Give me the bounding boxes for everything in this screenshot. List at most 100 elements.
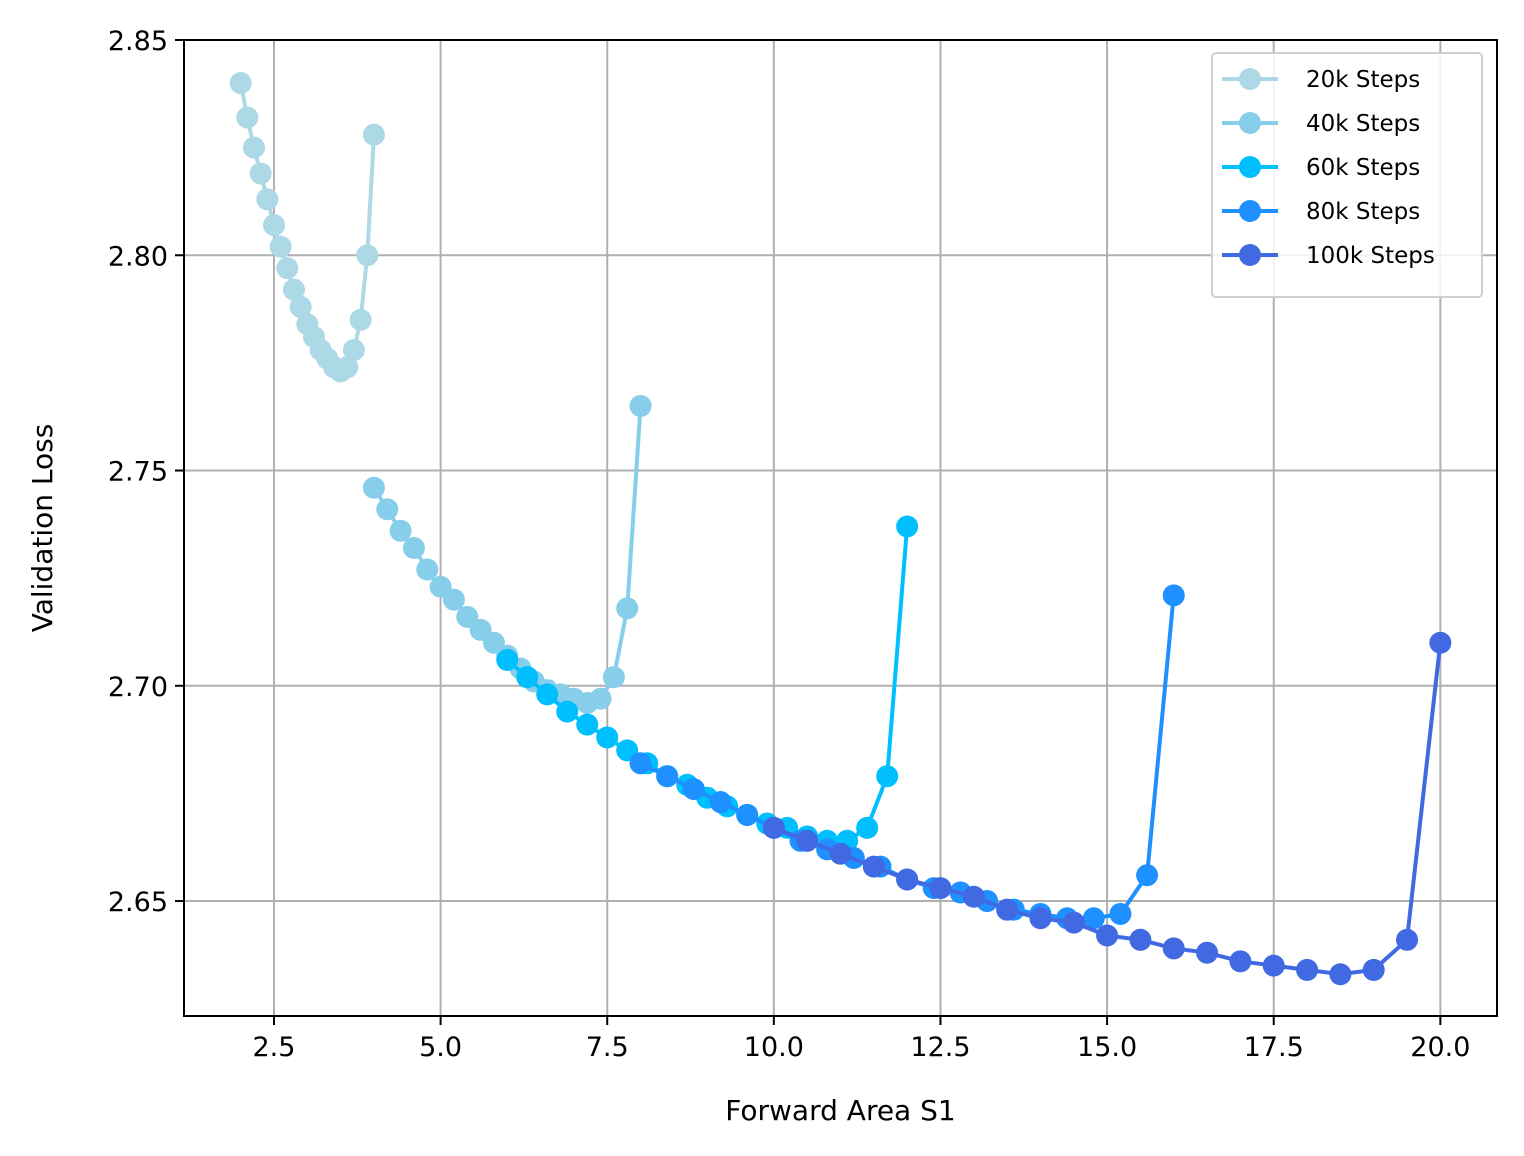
data-point: [1029, 907, 1052, 930]
legend-marker: [1239, 200, 1261, 222]
data-point: [656, 765, 679, 788]
data-point: [629, 752, 652, 775]
legend-marker: [1239, 68, 1261, 90]
data-point: [356, 244, 379, 267]
data-point: [1329, 963, 1352, 986]
data-point: [1296, 958, 1319, 981]
data-point: [856, 816, 879, 839]
data-point: [242, 136, 265, 159]
y-tick-label: 2.70: [108, 672, 168, 703]
data-point: [1162, 937, 1185, 960]
legend-item: 80k Steps: [1222, 199, 1420, 225]
legend-box: [1211, 52, 1483, 298]
legend-label: 40k Steps: [1306, 111, 1420, 137]
data-point: [262, 214, 285, 237]
data-point: [362, 123, 385, 146]
data-point: [389, 519, 412, 542]
data-point: [416, 558, 439, 581]
data-point: [1262, 954, 1285, 977]
x-tick-label: 7.5: [586, 1032, 629, 1063]
legend-item: 100k Steps: [1222, 243, 1435, 269]
data-point: [896, 868, 919, 891]
x-tick-label: 12.5: [910, 1032, 970, 1063]
x-tick-label: 5.0: [419, 1032, 462, 1063]
legend-item: 20k Steps: [1222, 67, 1420, 93]
data-point: [402, 537, 425, 560]
data-point: [229, 72, 252, 95]
data-point: [556, 700, 579, 723]
data-point: [1429, 631, 1452, 654]
legend-item: 60k Steps: [1222, 155, 1420, 181]
x-tick-label: 17.5: [1244, 1032, 1304, 1063]
data-point: [336, 356, 359, 379]
y-tick-label: 2.65: [108, 887, 168, 918]
data-point: [876, 765, 899, 788]
legend-label: 60k Steps: [1306, 155, 1420, 181]
data-point: [589, 687, 612, 710]
data-point: [1062, 911, 1085, 934]
data-point: [736, 803, 759, 826]
data-point: [442, 588, 465, 611]
data-point: [709, 791, 732, 814]
data-point: [616, 597, 639, 620]
y-axis-title: Validation Loss: [26, 424, 59, 633]
y-tick-label: 2.85: [108, 26, 168, 57]
data-point: [629, 394, 652, 417]
data-point: [796, 829, 819, 852]
data-point: [1196, 941, 1219, 964]
data-point: [269, 235, 292, 258]
plot-frame: [183, 39, 1498, 1017]
legend-label: 20k Steps: [1306, 67, 1420, 93]
data-point: [1136, 864, 1159, 887]
series-layer: [229, 72, 1452, 986]
data-point: [362, 476, 385, 499]
data-point: [1362, 958, 1385, 981]
x-tick-label: 10.0: [744, 1032, 804, 1063]
data-point: [682, 778, 705, 801]
data-point: [1162, 584, 1185, 607]
data-point: [1096, 924, 1119, 947]
data-point: [289, 295, 312, 318]
legend: 20k Steps 40k Steps 60k Steps 80k Steps 100k…: [1211, 52, 1483, 298]
data-point: [1229, 950, 1252, 973]
legend-marker: [1239, 112, 1261, 134]
legend-label: 80k Steps: [1306, 199, 1420, 225]
data-point: [1109, 902, 1132, 925]
data-point: [256, 188, 279, 211]
legend-item: 40k Steps: [1222, 111, 1420, 137]
data-point: [236, 106, 259, 129]
x-axis-title: Forward Area S1: [725, 1094, 955, 1127]
data-point: [896, 515, 919, 538]
data-point: [349, 308, 372, 331]
data-point: [1129, 928, 1152, 951]
data-point: [249, 162, 272, 185]
data-point: [536, 683, 559, 706]
data-point: [516, 666, 539, 689]
data-point: [929, 877, 952, 900]
x-tick-label: 2.5: [253, 1032, 296, 1063]
data-point: [862, 855, 885, 878]
data-point: [276, 257, 299, 280]
legend-label: 100k Steps: [1306, 243, 1435, 269]
data-point: [376, 498, 399, 521]
data-point: [596, 726, 619, 749]
data-point: [962, 885, 985, 908]
legend-marker: [1239, 156, 1261, 178]
data-point: [762, 816, 785, 839]
x-tick-label: 20.0: [1410, 1032, 1470, 1063]
ticks: 2.5 5.0 7.5 10.0 12.5 15.0 17.5 20.0 2.65 2.70 2.7…: [108, 26, 1471, 1063]
data-point: [496, 648, 519, 671]
data-point: [1082, 907, 1105, 930]
y-tick-label: 2.75: [108, 457, 168, 488]
data-point: [1396, 928, 1419, 951]
series-1: [229, 72, 385, 383]
data-point: [282, 278, 305, 301]
data-point: [996, 898, 1019, 921]
series-5: [762, 631, 1452, 986]
data-point: [602, 666, 625, 689]
y-tick-label: 2.80: [108, 241, 168, 272]
data-point: [576, 713, 599, 736]
x-tick-label: 15.0: [1077, 1032, 1137, 1063]
data-point: [829, 842, 852, 865]
